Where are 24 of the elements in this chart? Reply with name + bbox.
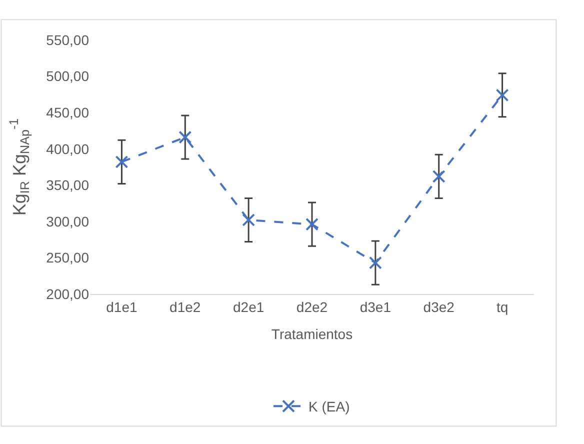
legend-label: K (EA) — [308, 398, 350, 415]
y-tick-label: 300,00 — [46, 213, 90, 230]
y-tick-label: 500,00 — [46, 68, 90, 84]
x-tick-label: d2e2 — [296, 298, 328, 315]
y-tick-label: 450,00 — [46, 104, 90, 120]
x-tick-label: d3e2 — [423, 298, 455, 315]
point — [115, 155, 128, 168]
point — [306, 218, 318, 231]
y-tick-label: 350,00 — [46, 177, 90, 194]
point — [496, 88, 509, 102]
x-tick-label: d2e1 — [232, 298, 264, 315]
x-tick-label: d3e1 — [360, 298, 392, 315]
point — [242, 213, 256, 226]
point — [178, 130, 192, 144]
point — [432, 170, 446, 183]
y-tick-label: 550,00 — [46, 32, 90, 48]
x-tick-label: tq — [496, 298, 508, 315]
y-tick-label: 250,00 — [46, 250, 90, 266]
x-tick-label: d1e1 — [106, 298, 138, 315]
point — [368, 256, 382, 270]
y-tick-label: 200,00 — [46, 286, 90, 302]
x-axis-title: Tratamientos — [271, 326, 353, 342]
x-tick-label: d1e2 — [170, 298, 201, 315]
y-tick-label: 400,00 — [46, 140, 90, 157]
